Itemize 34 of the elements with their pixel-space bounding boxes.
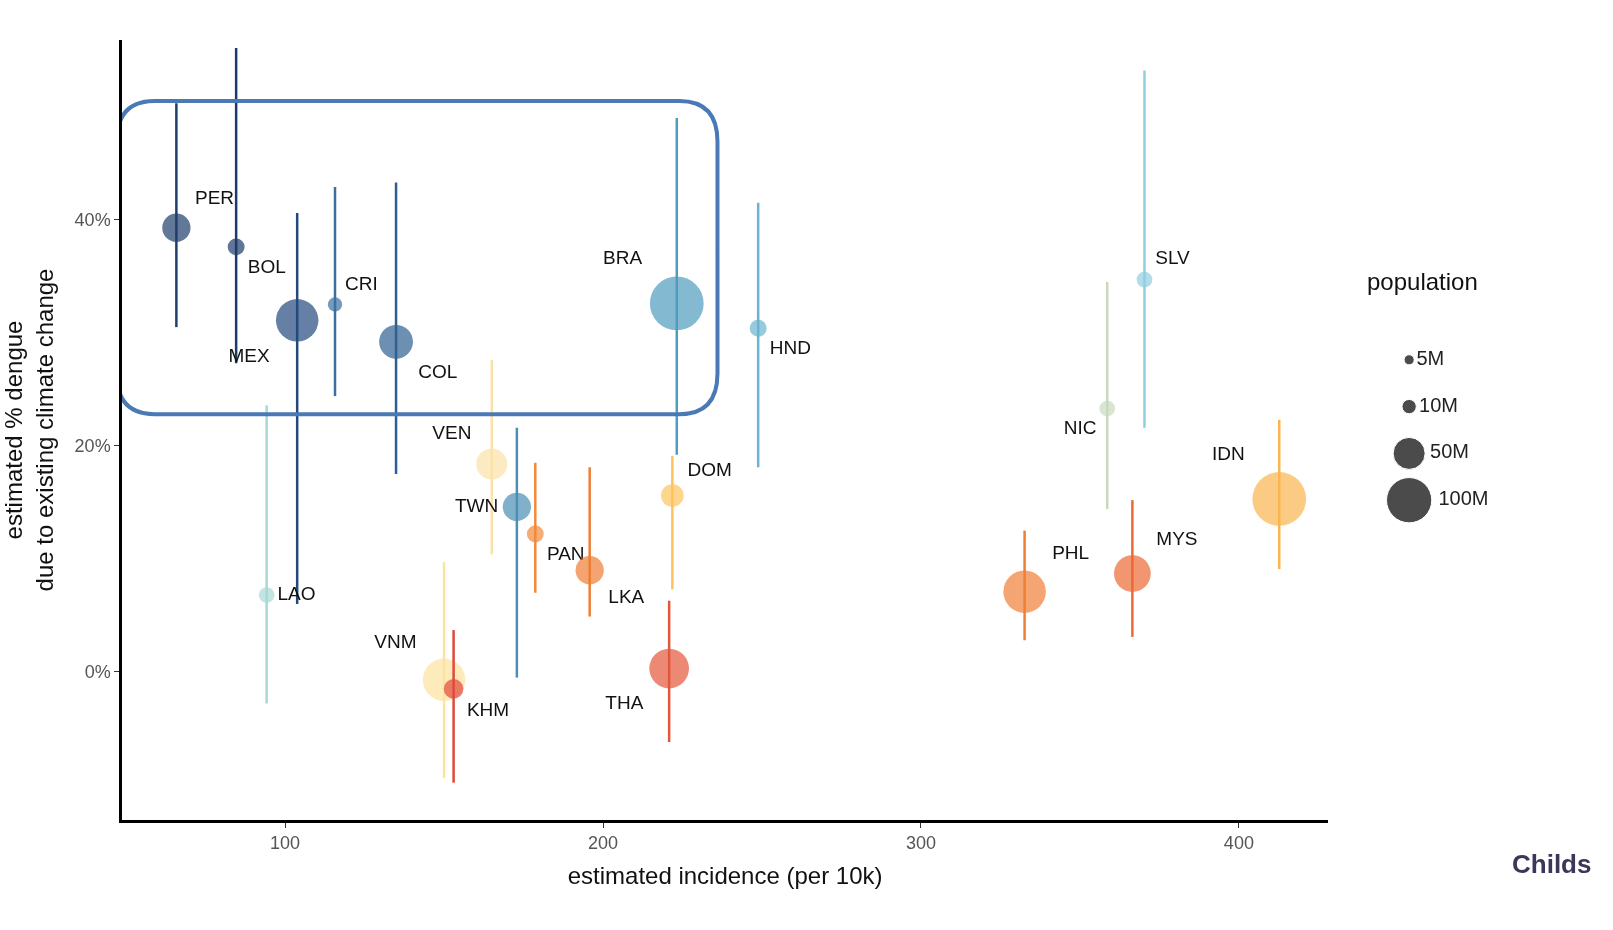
series-label: TWN	[454, 494, 499, 516]
series-label: DOM	[687, 458, 732, 480]
series-label: LKA	[608, 586, 645, 608]
series-label: SLV	[1155, 247, 1191, 269]
legend-title: population	[1367, 268, 1478, 295]
y-tick-label: 0%	[84, 662, 111, 683]
series-label: VEN	[432, 421, 472, 443]
series-label: COL	[418, 361, 458, 383]
legend-label: 100M	[1438, 487, 1489, 510]
series-label: PER	[195, 187, 235, 209]
series-label: VNM	[374, 630, 417, 652]
x-tick-label: 200	[588, 833, 619, 854]
series-label: MYS	[1156, 527, 1198, 549]
legend-label: 5M	[1416, 346, 1445, 369]
series-label: KHM	[466, 699, 510, 721]
series-label: IDN	[1211, 442, 1245, 464]
series-label: CRI	[344, 272, 378, 294]
text: Childs	[1512, 849, 1592, 879]
x-tick-label: 100	[270, 833, 301, 854]
series-label: BOL	[247, 255, 286, 277]
series-label: NIC	[1063, 416, 1097, 438]
series-label: BRA	[603, 247, 643, 269]
x-tick-label: 400	[1223, 833, 1254, 854]
series-label: THA	[605, 691, 644, 713]
y-axis-title: estimated % dengue due to existing climate change	[0, 268, 59, 592]
y-tick-label: 20%	[74, 436, 111, 457]
series-label: PHL	[1052, 542, 1090, 564]
legend-label: 10M	[1419, 393, 1458, 416]
series-label: HND	[769, 337, 811, 359]
x-axis-title: estimated incidence (per 10k)	[567, 861, 883, 889]
legend-label: 50M	[1430, 440, 1470, 463]
x-tick-label: 300	[905, 833, 936, 854]
y-tick-label: 40%	[74, 210, 111, 231]
series-label: PAN	[546, 542, 585, 564]
